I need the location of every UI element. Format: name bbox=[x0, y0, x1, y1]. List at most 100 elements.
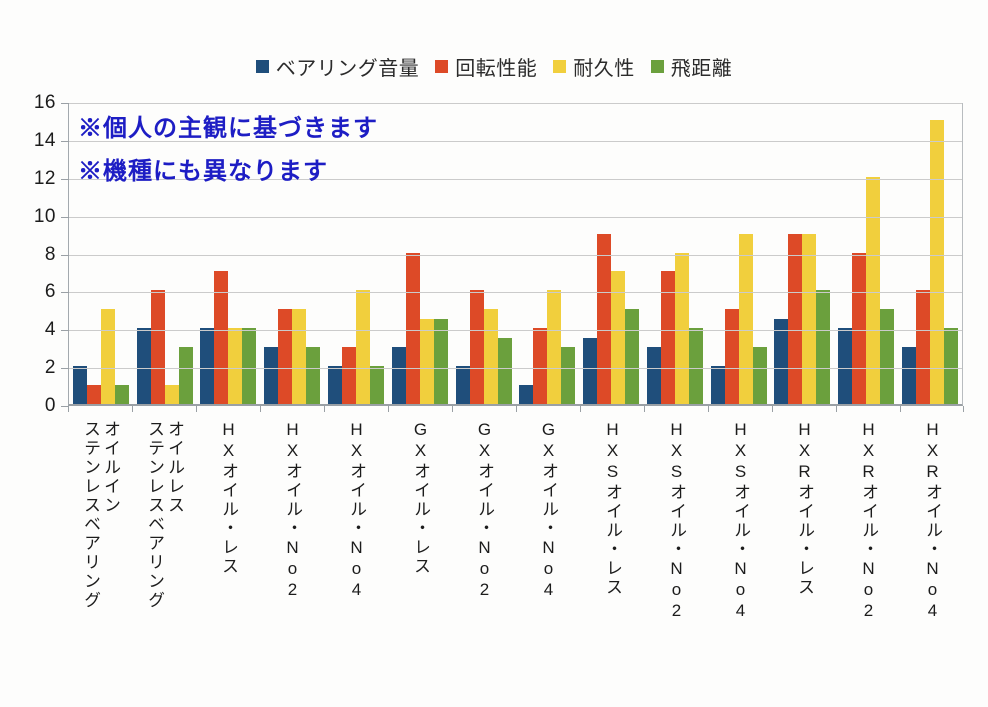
y-tick-mark bbox=[61, 178, 69, 180]
bar bbox=[944, 328, 959, 404]
y-tick-label: 14 bbox=[33, 129, 56, 151]
legend-item: 回転性能 bbox=[435, 52, 537, 81]
bar bbox=[264, 347, 279, 404]
x-tick-mark bbox=[708, 406, 709, 412]
x-tick-mark bbox=[452, 406, 453, 412]
x-category-label: HXSオイル・レス bbox=[603, 420, 622, 597]
x-tick-mark bbox=[772, 406, 773, 412]
bar bbox=[611, 271, 626, 404]
x-category-label: オイルレス ステンレスベアリング bbox=[145, 420, 184, 610]
gridline bbox=[69, 254, 962, 256]
bar bbox=[625, 309, 640, 404]
x-tick-mark bbox=[195, 406, 197, 412]
x-label-cell: HXSオイル・レス bbox=[580, 416, 644, 701]
legend-color-chip bbox=[435, 60, 449, 73]
annotation-note-2: ※機種にも異なります bbox=[78, 158, 328, 185]
x-tick-mark bbox=[900, 406, 901, 412]
bar bbox=[433, 318, 448, 404]
y-tick-mark bbox=[61, 254, 69, 256]
y-tick-label: 0 bbox=[44, 395, 56, 416]
bar bbox=[328, 366, 343, 404]
x-tick-mark bbox=[836, 406, 837, 412]
x-category-label: HXRオイル・No2 bbox=[859, 420, 878, 622]
bar bbox=[86, 385, 101, 404]
bar bbox=[724, 309, 739, 404]
bar bbox=[738, 233, 753, 404]
bar bbox=[866, 176, 881, 404]
x-category-label: HXSオイル・No4 bbox=[731, 420, 750, 622]
x-label-cell: オイルレス ステンレスベアリング bbox=[132, 416, 196, 701]
x-tick-mark bbox=[260, 406, 261, 412]
x-label-cell: HXRオイル・レス bbox=[772, 416, 836, 701]
bar bbox=[852, 252, 867, 404]
x-tick-mark bbox=[963, 406, 964, 412]
x-label-cell: HXSオイル・No2 bbox=[644, 416, 708, 701]
bar bbox=[136, 328, 151, 404]
x-category-label: GXオイル・レス bbox=[411, 420, 430, 576]
bar bbox=[242, 328, 257, 404]
y-tick-label: 8 bbox=[44, 243, 56, 265]
bar bbox=[916, 290, 931, 404]
gridline bbox=[69, 368, 962, 370]
bar bbox=[391, 347, 406, 404]
bar bbox=[688, 328, 703, 404]
x-label-cell: HXオイル・No2 bbox=[260, 416, 324, 701]
bar bbox=[278, 309, 293, 404]
bar-group bbox=[707, 103, 771, 404]
plot-area bbox=[61, 103, 963, 407]
bar bbox=[674, 252, 689, 404]
bar bbox=[533, 328, 548, 404]
bar bbox=[114, 385, 129, 404]
x-category-label: HXオイル・No4 bbox=[347, 420, 366, 601]
gridline bbox=[69, 103, 962, 104]
bar bbox=[178, 347, 193, 404]
bar bbox=[597, 233, 612, 404]
bar bbox=[292, 309, 307, 404]
x-label-cell: HXオイル・レス bbox=[196, 416, 260, 701]
y-tick-mark bbox=[61, 406, 69, 407]
y-tick-mark bbox=[61, 330, 69, 332]
bar bbox=[228, 328, 243, 404]
x-label-cell: HXオイル・No4 bbox=[324, 416, 388, 701]
annotation-note-1: ※個人の主観に基づきます bbox=[78, 115, 378, 142]
y-tick-label: 12 bbox=[33, 167, 56, 189]
legend-color-chip bbox=[650, 60, 664, 73]
bar bbox=[880, 309, 895, 404]
bar bbox=[469, 290, 484, 404]
bar bbox=[150, 290, 165, 404]
x-tick-mark bbox=[388, 406, 389, 412]
legend-label: ベアリング音量 bbox=[275, 58, 420, 80]
x-category-label: オイルイン ステンレスベアリング bbox=[81, 420, 120, 610]
x-category-label: HXSオイル・No2 bbox=[667, 420, 686, 622]
y-tick-label: 2 bbox=[44, 357, 56, 379]
y-tick-mark bbox=[61, 368, 69, 370]
x-tick-mark bbox=[644, 406, 645, 412]
y-tick-mark bbox=[61, 292, 69, 294]
bar-group bbox=[260, 103, 324, 404]
x-category-label: HXオイル・レス bbox=[219, 420, 238, 576]
x-category-label: HXRオイル・No4 bbox=[923, 420, 942, 622]
bar-group bbox=[197, 103, 261, 404]
gridline bbox=[69, 178, 962, 180]
x-label-cell: HXSオイル・No4 bbox=[708, 416, 772, 701]
y-axis: 0 2 4 6 8 10 12 14 16 bbox=[0, 92, 60, 416]
bar-group bbox=[834, 103, 898, 404]
bar bbox=[519, 385, 534, 404]
x-label-cell: オイルイン ステンレスベアリング bbox=[68, 416, 132, 701]
bar bbox=[200, 328, 215, 404]
legend-item: 耐久性 bbox=[553, 52, 635, 81]
bar-group bbox=[388, 103, 452, 404]
bar bbox=[583, 337, 598, 404]
bar-group bbox=[515, 103, 579, 404]
y-tick-label: 4 bbox=[44, 319, 56, 341]
bar bbox=[405, 252, 420, 404]
legend-color-chip bbox=[255, 60, 269, 73]
x-tick-mark bbox=[579, 406, 581, 412]
bar bbox=[342, 347, 357, 404]
bar bbox=[72, 366, 87, 404]
bar bbox=[419, 318, 434, 404]
y-tick-label: 16 bbox=[33, 92, 56, 113]
bar bbox=[660, 271, 675, 404]
legend-item: 飛距離 bbox=[650, 52, 733, 81]
